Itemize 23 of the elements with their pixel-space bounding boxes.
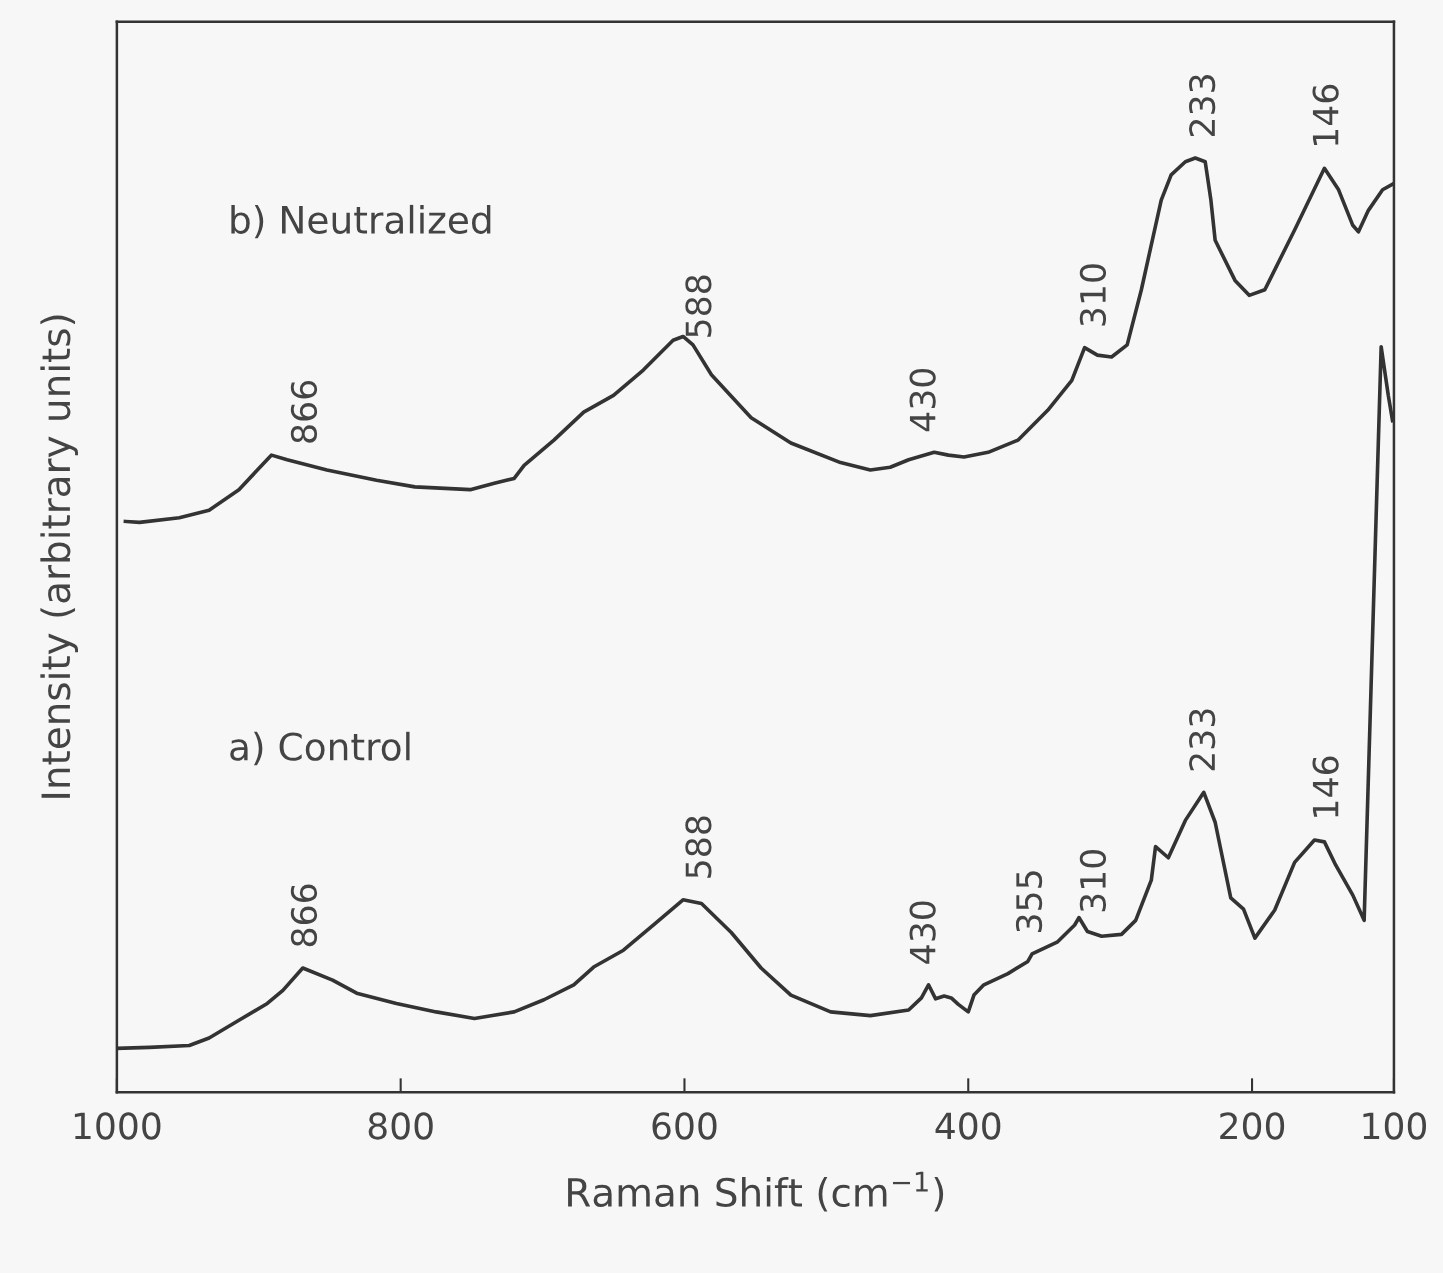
annotation: 588 bbox=[685, 816, 712, 878]
annotation: 866 bbox=[290, 380, 318, 443]
x-tick-label: 800 bbox=[368, 1112, 433, 1140]
annotation: 233 bbox=[1189, 709, 1216, 771]
x-tick-label: 1000 bbox=[74, 1112, 161, 1140]
annotation: a) Control bbox=[230, 731, 410, 766]
annotation: 355 bbox=[1015, 871, 1043, 932]
x-axis-title: Raman Shift (cm$^{−1}$) bbox=[568, 1171, 944, 1212]
annotation: 146 bbox=[1312, 84, 1339, 146]
y-axis-title: Intensity (arbitrary units) bbox=[40, 315, 78, 798]
x-tick-label: 100 bbox=[1363, 1112, 1426, 1140]
x-tick-label: 200 bbox=[1220, 1112, 1285, 1140]
annotation: 310 bbox=[1079, 850, 1107, 912]
x-tick-label: 400 bbox=[935, 1112, 1001, 1140]
annotation: 588 bbox=[685, 275, 712, 337]
annotation: b) Neutralized bbox=[231, 204, 491, 239]
x-tick-label: 600 bbox=[652, 1112, 717, 1140]
annotation: 146 bbox=[1312, 756, 1339, 817]
annotation: 310 bbox=[1079, 264, 1107, 326]
annotation: 430 bbox=[909, 901, 936, 964]
annotation: 430 bbox=[909, 368, 936, 432]
annotation: 866 bbox=[290, 884, 318, 947]
annotation: 233 bbox=[1189, 75, 1216, 137]
